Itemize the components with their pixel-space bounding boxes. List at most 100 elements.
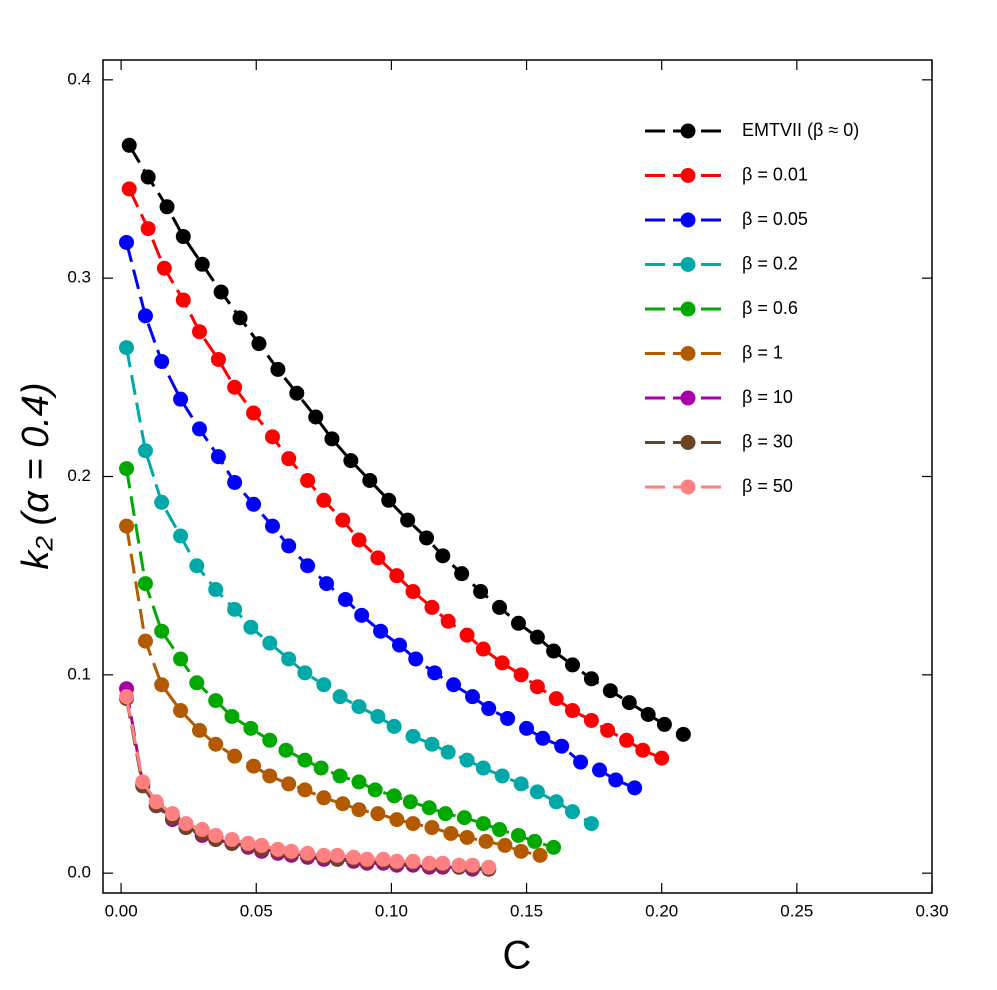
data-point — [332, 768, 348, 784]
legend-label: β = 1 — [742, 342, 783, 362]
data-point — [548, 794, 564, 810]
data-point — [300, 558, 316, 574]
data-point — [175, 292, 191, 308]
data-point — [392, 637, 408, 653]
data-point — [194, 822, 210, 838]
data-point — [208, 582, 224, 598]
data-point — [300, 845, 316, 861]
data-point — [513, 776, 529, 792]
data-point — [154, 623, 170, 639]
data-point — [573, 754, 589, 770]
data-point — [375, 851, 391, 867]
legend-label: β = 10 — [742, 387, 793, 407]
data-point — [405, 728, 421, 744]
data-point — [213, 284, 229, 300]
data-point — [481, 859, 497, 875]
data-point — [513, 843, 529, 859]
data-point — [359, 851, 375, 867]
legend-marker — [680, 346, 696, 361]
x-tick-label: 0.00 — [105, 901, 138, 920]
data-point — [140, 169, 156, 185]
data-point — [386, 718, 402, 734]
y-tick-label: 0.2 — [67, 466, 91, 485]
legend-label: β = 0.2 — [742, 253, 798, 273]
legend-marker — [680, 390, 696, 406]
data-point — [446, 677, 462, 693]
data-point — [178, 816, 194, 832]
series-line — [125, 242, 636, 790]
data-point — [173, 528, 189, 544]
legend-marker — [680, 212, 696, 228]
legend-marker — [680, 479, 696, 495]
data-point — [351, 774, 367, 790]
data-point — [554, 738, 570, 754]
data-point — [154, 353, 170, 369]
data-point — [546, 643, 562, 659]
data-point — [351, 699, 367, 715]
data-point — [164, 806, 180, 822]
data-point — [281, 451, 297, 467]
data-point — [175, 229, 191, 245]
data-point — [224, 831, 240, 847]
data-point — [435, 548, 451, 564]
data-point — [565, 657, 581, 673]
data-point — [619, 732, 635, 748]
data-point — [497, 837, 513, 853]
data-point — [137, 576, 153, 592]
data-point — [440, 613, 456, 629]
data-point — [640, 707, 656, 722]
data-point — [421, 800, 437, 816]
data-point — [459, 627, 475, 643]
data-point — [354, 607, 370, 623]
data-point — [224, 708, 240, 724]
data-point — [443, 826, 459, 841]
data-point — [408, 651, 424, 667]
data-point — [548, 691, 564, 707]
data-point — [232, 310, 248, 326]
data-point — [300, 472, 316, 488]
data-point — [227, 601, 243, 617]
y-tick-label: 0.3 — [67, 268, 91, 287]
data-point — [402, 794, 418, 810]
data-point — [421, 855, 437, 871]
data-point — [335, 512, 351, 528]
data-point — [602, 683, 618, 699]
data-point — [270, 841, 286, 857]
data-point — [367, 782, 383, 798]
data-point — [227, 474, 243, 490]
data-point — [254, 837, 270, 853]
data-point — [608, 772, 624, 788]
data-point — [440, 744, 456, 760]
data-point — [456, 810, 472, 826]
data-point — [119, 689, 135, 705]
data-point — [278, 742, 294, 758]
y-tick-label: 0.0 — [67, 863, 91, 882]
data-point — [351, 802, 367, 818]
data-point — [481, 701, 497, 717]
data-point — [148, 794, 164, 810]
data-point — [297, 752, 313, 768]
data-point — [405, 584, 421, 600]
data-point — [243, 720, 259, 736]
data-point — [386, 788, 402, 804]
data-point — [635, 742, 651, 758]
data-point — [208, 736, 224, 752]
x-tick-label: 0.30 — [915, 901, 948, 920]
data-point — [389, 568, 405, 584]
data-point — [297, 665, 313, 681]
x-tick-label: 0.15 — [510, 901, 543, 920]
data-point — [135, 774, 151, 790]
legend-label: β = 0.6 — [742, 298, 798, 318]
data-point — [510, 615, 526, 631]
y-tick-label: 0.4 — [67, 69, 91, 88]
data-point — [419, 530, 435, 546]
data-point — [137, 443, 153, 459]
data-point — [500, 710, 516, 726]
data-point — [246, 405, 262, 421]
data-point — [227, 379, 243, 395]
data-point — [592, 762, 608, 778]
data-point — [535, 730, 551, 746]
data-point — [173, 651, 189, 667]
data-point — [459, 752, 475, 768]
